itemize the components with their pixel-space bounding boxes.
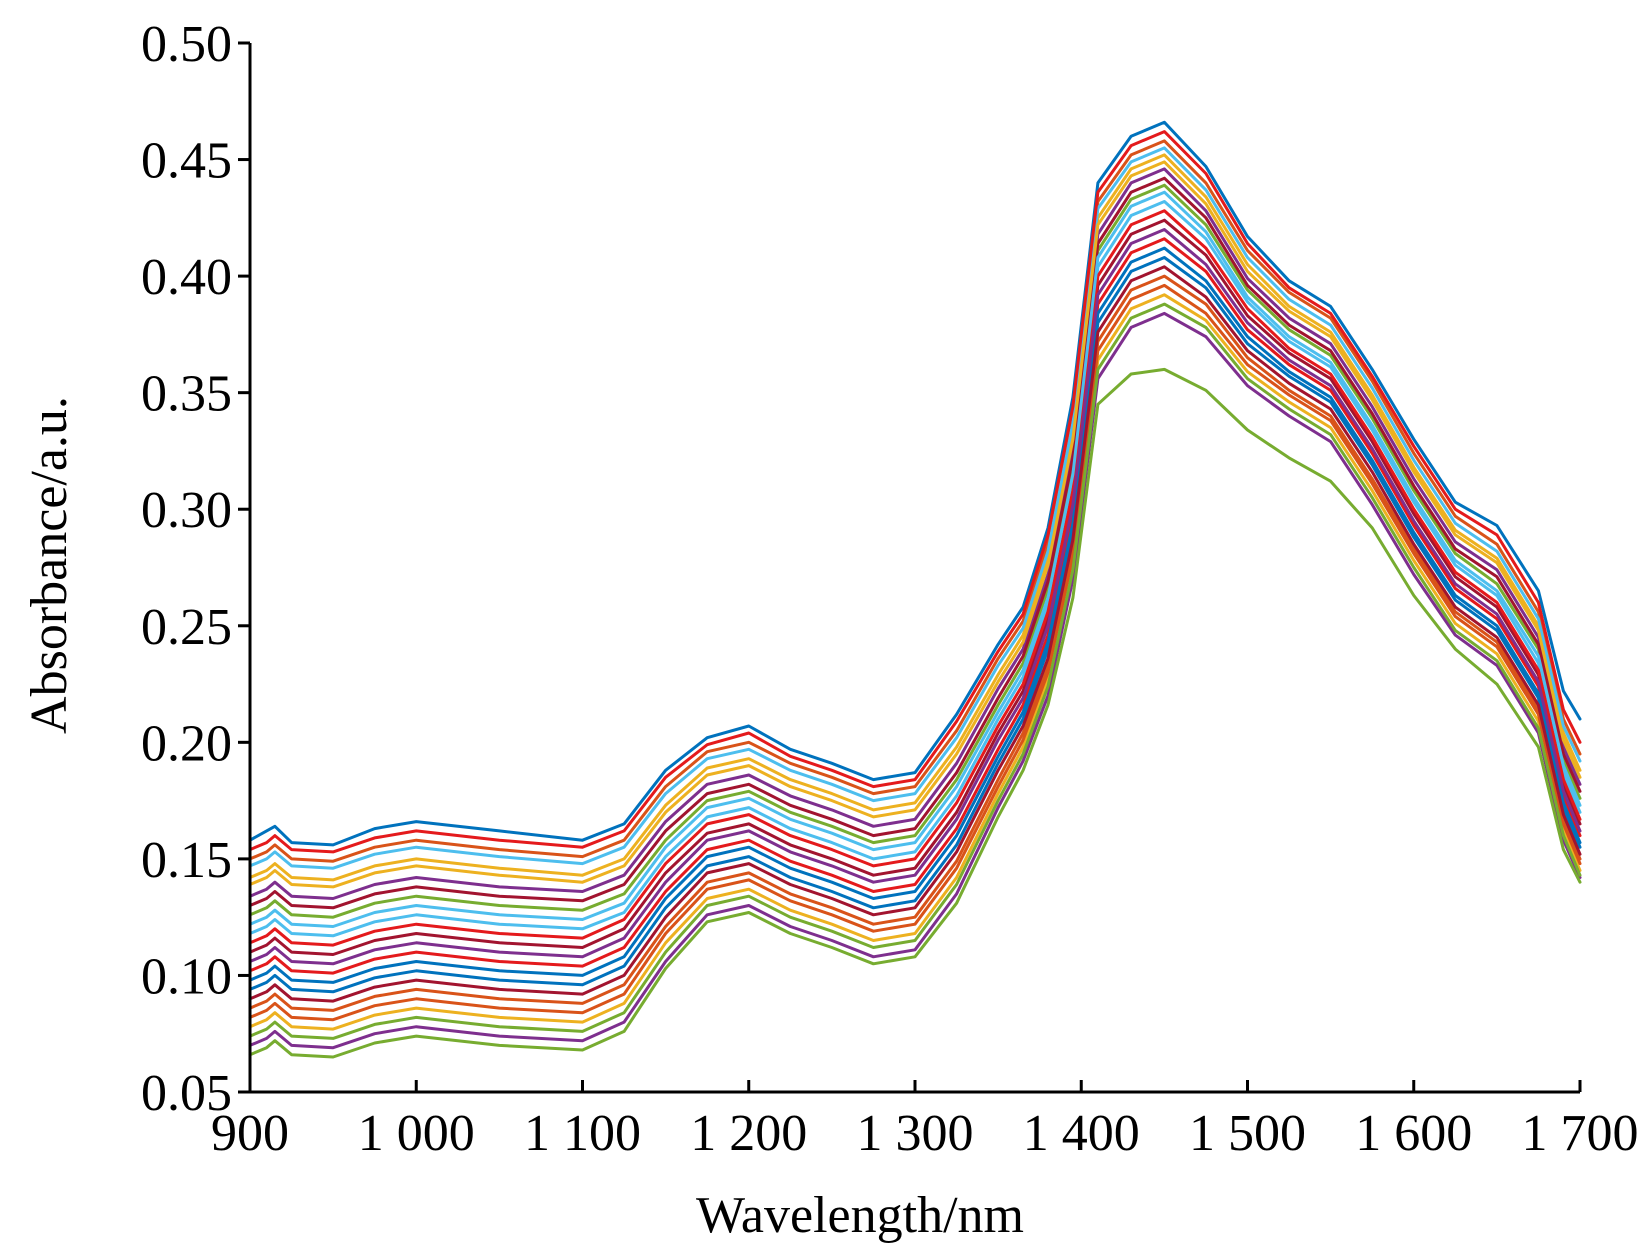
spectrum-line	[248, 283, 1582, 1022]
y-tick-label: 0.45	[141, 133, 232, 190]
x-tick-label: 1 200	[690, 1105, 807, 1162]
ticks: 900 1 000 1 100 1 200 1 300 1 400 1 500 1 600 1 …	[141, 16, 1639, 1162]
spectrum-line	[248, 274, 1582, 1012]
spectra-lines	[248, 120, 1582, 1059]
x-tick-label: 1 700	[1522, 1105, 1639, 1162]
y-tick-label: 0.40	[141, 249, 232, 306]
x-tick-label: 1 400	[1023, 1105, 1140, 1162]
x-tick-label: 1 600	[1355, 1105, 1472, 1162]
x-tick-label: 1 100	[524, 1105, 641, 1162]
y-tick-label: 0.15	[141, 832, 232, 889]
spectrum-line	[248, 200, 1582, 938]
spectrum-line	[248, 190, 1582, 928]
spectrum-line	[248, 228, 1582, 966]
spectrum-line	[248, 367, 1582, 1059]
spectrum-line	[248, 176, 1582, 910]
y-tick-label: 0.10	[141, 948, 232, 1005]
spectrum-line	[248, 167, 1582, 900]
x-tick-label: 1 500	[1189, 1105, 1306, 1162]
spectrum-line	[248, 302, 1582, 1040]
spectrum-line	[248, 246, 1582, 984]
spectrum-line	[248, 139, 1582, 863]
x-axis-title: Wavelength/nm	[696, 1187, 1024, 1244]
spectrum-line	[248, 311, 1582, 1050]
spectrum-line	[248, 265, 1582, 1003]
spectrum-line	[248, 160, 1582, 889]
x-tick-label: 1 300	[857, 1105, 974, 1162]
y-tick-label: 0.20	[141, 715, 232, 772]
y-tick-label: 0.35	[141, 366, 232, 423]
y-tick-label: 0.05	[141, 1065, 232, 1122]
spectrum-line	[248, 237, 1582, 975]
y-tick-label: 0.25	[141, 599, 232, 656]
spectrum-line	[248, 146, 1582, 870]
x-tick-label: 900	[211, 1105, 289, 1162]
spectrum-line	[248, 153, 1582, 882]
x-tick-label: 1 000	[358, 1105, 475, 1162]
spectrum-line	[248, 120, 1582, 847]
y-tick-label: 0.50	[141, 16, 232, 73]
spectrum-line	[248, 256, 1582, 994]
spectrum-line	[248, 130, 1582, 854]
spectrum-line	[248, 183, 1582, 919]
spectrum-line	[248, 218, 1582, 956]
y-axis-title: Absorbance/a.u.	[21, 396, 78, 734]
spectrum-line	[248, 293, 1582, 1031]
y-tick-label: 0.30	[141, 482, 232, 539]
spectrum-line	[248, 209, 1582, 947]
